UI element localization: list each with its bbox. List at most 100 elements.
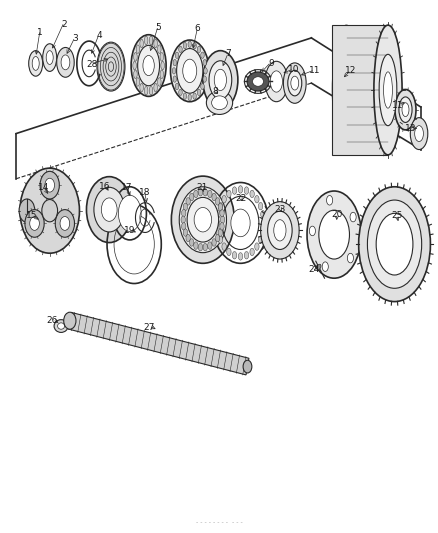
- Text: 6: 6: [194, 24, 200, 33]
- Ellipse shape: [394, 90, 415, 130]
- Ellipse shape: [57, 47, 74, 77]
- Ellipse shape: [173, 60, 176, 66]
- Ellipse shape: [306, 191, 360, 278]
- Ellipse shape: [179, 187, 226, 253]
- Ellipse shape: [160, 53, 163, 61]
- Ellipse shape: [219, 209, 224, 217]
- Ellipse shape: [183, 229, 187, 236]
- Text: 7: 7: [225, 50, 230, 58]
- Ellipse shape: [57, 323, 64, 329]
- Ellipse shape: [178, 89, 182, 95]
- Ellipse shape: [238, 253, 242, 260]
- Ellipse shape: [143, 55, 154, 76]
- Ellipse shape: [183, 43, 186, 49]
- Ellipse shape: [140, 39, 143, 48]
- Text: 20: 20: [330, 210, 342, 219]
- Ellipse shape: [172, 68, 175, 74]
- Ellipse shape: [187, 197, 218, 242]
- Text: 17: 17: [121, 183, 132, 192]
- Text: 13: 13: [405, 124, 416, 133]
- Text: 14: 14: [38, 183, 49, 192]
- Ellipse shape: [144, 86, 148, 95]
- Ellipse shape: [140, 83, 143, 92]
- Ellipse shape: [134, 70, 137, 78]
- Ellipse shape: [197, 46, 200, 53]
- Ellipse shape: [212, 239, 216, 246]
- Ellipse shape: [180, 216, 185, 223]
- Ellipse shape: [218, 236, 222, 244]
- Ellipse shape: [186, 235, 190, 242]
- Ellipse shape: [252, 77, 263, 86]
- Ellipse shape: [20, 168, 79, 253]
- Ellipse shape: [208, 61, 231, 99]
- Text: 23: 23: [274, 205, 285, 214]
- Ellipse shape: [215, 219, 219, 227]
- Ellipse shape: [30, 216, 39, 230]
- Ellipse shape: [222, 196, 226, 203]
- Ellipse shape: [32, 56, 39, 70]
- Ellipse shape: [410, 118, 427, 150]
- Ellipse shape: [222, 243, 226, 251]
- Ellipse shape: [202, 60, 206, 66]
- Ellipse shape: [157, 78, 161, 86]
- Ellipse shape: [118, 195, 141, 231]
- Ellipse shape: [218, 203, 222, 211]
- Text: 26: 26: [46, 316, 58, 325]
- Ellipse shape: [283, 63, 305, 103]
- Ellipse shape: [258, 203, 262, 210]
- Text: 5: 5: [155, 23, 161, 32]
- Ellipse shape: [219, 223, 224, 230]
- Ellipse shape: [198, 189, 202, 196]
- Polygon shape: [68, 312, 248, 375]
- Ellipse shape: [249, 190, 254, 198]
- Ellipse shape: [207, 190, 212, 198]
- Ellipse shape: [358, 187, 429, 302]
- Ellipse shape: [254, 196, 258, 203]
- Ellipse shape: [401, 103, 408, 117]
- Text: 11: 11: [392, 101, 403, 110]
- Ellipse shape: [215, 235, 219, 242]
- Ellipse shape: [176, 49, 202, 93]
- Ellipse shape: [46, 51, 53, 64]
- Ellipse shape: [55, 209, 74, 237]
- Ellipse shape: [398, 97, 411, 123]
- Ellipse shape: [375, 213, 412, 275]
- Ellipse shape: [367, 200, 421, 288]
- Ellipse shape: [232, 252, 236, 259]
- Ellipse shape: [326, 196, 332, 205]
- Ellipse shape: [215, 228, 220, 235]
- Ellipse shape: [260, 211, 265, 218]
- Text: 1: 1: [37, 28, 43, 37]
- Ellipse shape: [226, 248, 230, 256]
- Text: 15: 15: [26, 212, 38, 221]
- Text: 11: 11: [308, 67, 320, 75]
- Ellipse shape: [265, 61, 287, 102]
- Ellipse shape: [94, 187, 124, 232]
- Ellipse shape: [178, 46, 182, 53]
- Ellipse shape: [290, 76, 298, 90]
- Ellipse shape: [267, 211, 291, 249]
- Ellipse shape: [40, 171, 59, 199]
- Text: 12: 12: [344, 67, 356, 75]
- Ellipse shape: [19, 199, 35, 222]
- Ellipse shape: [203, 244, 207, 251]
- Text: 22: 22: [234, 194, 246, 203]
- Ellipse shape: [153, 83, 157, 92]
- Ellipse shape: [202, 51, 237, 109]
- Ellipse shape: [25, 209, 44, 237]
- Ellipse shape: [54, 320, 68, 333]
- Ellipse shape: [258, 236, 262, 244]
- Ellipse shape: [61, 55, 70, 70]
- Ellipse shape: [200, 83, 204, 90]
- Ellipse shape: [260, 201, 298, 259]
- Ellipse shape: [144, 36, 148, 45]
- Ellipse shape: [45, 178, 54, 192]
- Ellipse shape: [186, 198, 190, 205]
- Ellipse shape: [64, 312, 76, 329]
- Ellipse shape: [349, 212, 355, 222]
- Text: 2: 2: [61, 20, 67, 29]
- Ellipse shape: [261, 219, 265, 227]
- Ellipse shape: [160, 61, 164, 70]
- Ellipse shape: [260, 228, 265, 235]
- Ellipse shape: [207, 242, 212, 249]
